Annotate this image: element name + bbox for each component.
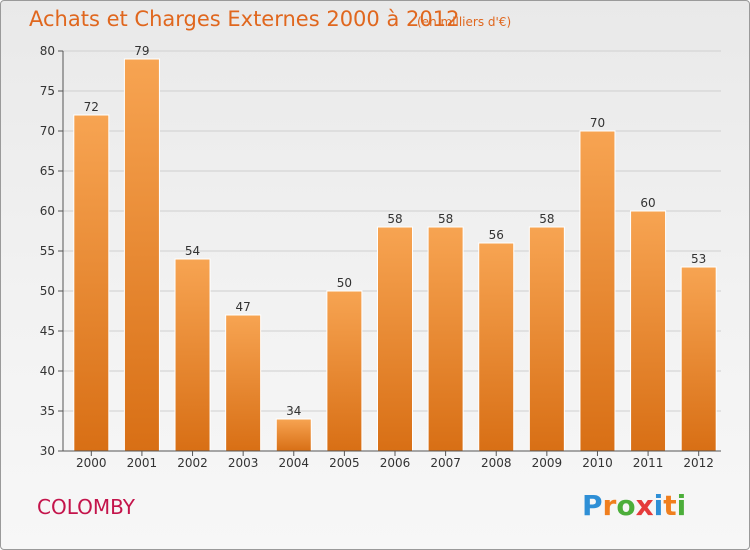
data-label: 79	[134, 44, 149, 58]
x-tick-label: 2008	[481, 456, 512, 470]
x-tick-label: 2003	[228, 456, 259, 470]
logo-letter: t	[663, 489, 677, 522]
logo-letter: o	[616, 489, 636, 522]
logo-letter: x	[635, 489, 654, 522]
y-tick-label: 50	[40, 284, 55, 298]
bar	[73, 114, 110, 452]
data-label: 53	[691, 252, 706, 266]
x-tick-label: 2001	[127, 456, 158, 470]
x-tick-label: 2005	[329, 456, 360, 470]
data-label: 47	[236, 300, 251, 314]
data-label: 50	[337, 276, 352, 290]
logo-letter: i	[676, 489, 687, 522]
x-tick-label: 2011	[633, 456, 664, 470]
y-tick-label: 70	[40, 124, 55, 138]
x-tick-label: 2010	[582, 456, 613, 470]
bar	[174, 258, 211, 452]
bar	[579, 130, 616, 452]
bars	[73, 58, 717, 452]
bar	[630, 210, 667, 452]
x-tick-label: 2000	[76, 456, 107, 470]
bar	[478, 242, 515, 452]
x-tick-label: 2009	[532, 456, 563, 470]
data-labels: 72 79 54 47 34 50 58 58 56 58 70 60 53	[84, 44, 707, 418]
logo-letter: P	[582, 489, 603, 522]
data-label: 60	[640, 196, 655, 210]
bar	[528, 226, 565, 452]
y-tick-label: 55	[40, 244, 55, 258]
logo-letter: r	[602, 489, 617, 522]
logo-letter: i	[653, 489, 664, 522]
chart-subtitle: (en milliers d'€)	[417, 15, 512, 29]
commune-name: COLOMBY	[37, 495, 135, 519]
y-tick-label: 80	[40, 44, 55, 58]
data-label: 34	[286, 404, 301, 418]
bar	[427, 226, 464, 452]
y-tick-label: 45	[40, 324, 55, 338]
proxiti-logo: Proxiti	[582, 489, 686, 522]
data-label: 70	[590, 116, 605, 130]
y-tick-label: 65	[40, 164, 55, 178]
x-tick-label: 2002	[177, 456, 208, 470]
axes: 30 35 40 45 50 55 60 65 70 75 80 2000 2001 2002 2003 20…	[40, 44, 721, 470]
data-label: 58	[387, 212, 402, 226]
bar	[275, 418, 312, 452]
y-tick-label: 30	[40, 444, 55, 458]
x-tick-label: 2007	[430, 456, 461, 470]
y-tick-label: 75	[40, 84, 55, 98]
bar	[225, 314, 262, 452]
data-label: 58	[438, 212, 453, 226]
bar	[377, 226, 413, 452]
y-tick-label: 40	[40, 364, 55, 378]
x-tick-label: 2006	[380, 456, 411, 470]
bar	[680, 266, 717, 452]
data-label: 72	[84, 100, 99, 114]
y-tick-label: 35	[40, 404, 55, 418]
x-tick-label: 2012	[683, 456, 714, 470]
bar	[326, 290, 363, 452]
data-label: 54	[185, 244, 200, 258]
data-label: 58	[539, 212, 554, 226]
data-label: 56	[489, 228, 504, 242]
x-tick-label: 2004	[278, 456, 309, 470]
bar	[123, 58, 160, 452]
y-tick-label: 60	[40, 204, 55, 218]
chart-title: Achats et Charges Externes 2000 à 2012	[29, 7, 460, 31]
